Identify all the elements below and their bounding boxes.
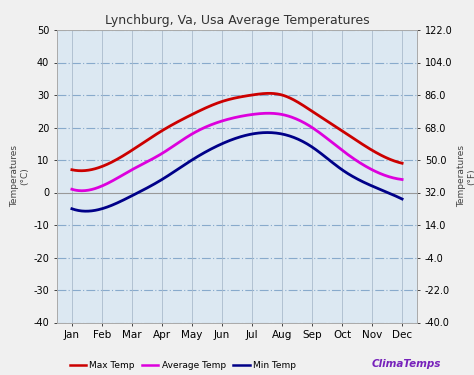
Text: ClimaTemps: ClimaTemps bbox=[372, 359, 441, 369]
Y-axis label: Temperatures
(°F): Temperatures (°F) bbox=[456, 145, 474, 207]
Legend: Max Temp, Average Temp, Min Temp: Max Temp, Average Temp, Min Temp bbox=[66, 357, 300, 374]
Title: Lynchburg, Va, Usa Average Temperatures: Lynchburg, Va, Usa Average Temperatures bbox=[105, 15, 369, 27]
Y-axis label: Temperatures
(°C): Temperatures (°C) bbox=[10, 145, 29, 207]
